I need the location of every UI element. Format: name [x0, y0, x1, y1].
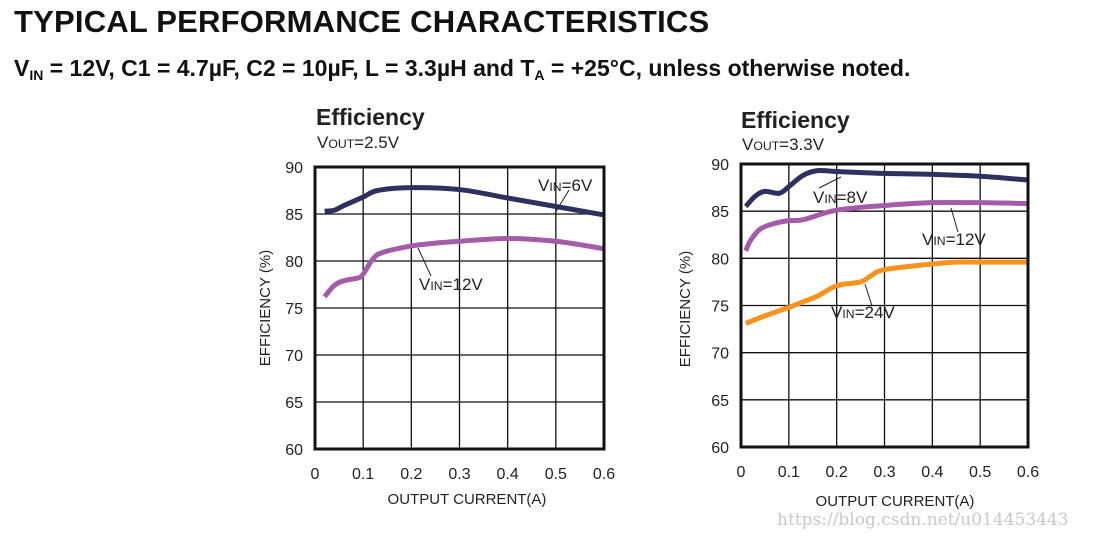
x-tick-label: 0.2: [400, 466, 422, 483]
annotation-leader-line: [818, 176, 842, 189]
y-tick-label: 90: [711, 157, 729, 174]
annotation-label: VIN=6V: [538, 176, 593, 195]
x-tick-label: 0.5: [969, 464, 991, 481]
x-tick-label: 0.3: [448, 466, 470, 483]
series-line-vin-12v: [322, 235, 605, 299]
plot-frame: [313, 165, 606, 451]
y-tick-label: 60: [711, 440, 729, 457]
x-tick-label: 0.1: [352, 466, 374, 483]
x-tick-label: 0.1: [778, 464, 800, 481]
chart-title: Efficiency: [316, 104, 425, 130]
y-tick-label: 60: [285, 442, 303, 459]
x-tick-label: 0.6: [593, 466, 615, 483]
test-conditions: VIN = 12V, C1 = 4.7µF, C2 = 10µF, L = 3.…: [14, 55, 910, 83]
annotation-label: VIN=8V: [813, 188, 868, 207]
series-line-vin-6v: [324, 185, 605, 218]
series-line-vin-24v: [744, 259, 1028, 326]
y-tick-label: 85: [711, 204, 729, 221]
series-line-vin-8v: [743, 167, 1029, 209]
x-axis-label: OUTPUT CURRENT(A): [816, 493, 975, 510]
chart-subtitle: VOUT=3.3V: [742, 135, 825, 154]
annotation-leader-line: [417, 247, 432, 277]
annotation-leader-line: [554, 189, 570, 214]
x-tick-label: 0.3: [873, 464, 895, 481]
page-title: TYPICAL PERFORMANCE CHARACTERISTICS: [14, 4, 710, 39]
chart-subtitle: VOUT=2.5V: [317, 133, 400, 152]
y-axis-label: EFFICIENCY (%): [257, 250, 274, 366]
x-tick-label: 0.5: [545, 466, 567, 483]
vin-subscript: IN: [29, 67, 44, 83]
x-tick-label: 0.2: [826, 464, 848, 481]
y-tick-label: 75: [285, 301, 303, 318]
annotation-label: VIN=24V: [831, 303, 895, 322]
annotation-label: VIN=12V: [922, 230, 986, 249]
y-tick-label: 85: [285, 207, 303, 224]
y-tick-label: 65: [285, 395, 303, 412]
x-axis-label: OUTPUT CURRENT(A): [388, 491, 547, 508]
ta-subscript: A: [534, 67, 545, 83]
y-tick-label: 90: [285, 160, 303, 177]
x-tick-label: 0.6: [1017, 464, 1039, 481]
watermark: https://blog.csdn.net/u014453443: [777, 510, 1069, 530]
chart-title: Efficiency: [741, 107, 850, 133]
x-tick-label: 0: [311, 466, 320, 483]
vin-symbol: V: [14, 55, 30, 81]
y-tick-label: 80: [711, 251, 729, 268]
y-tick-label: 70: [285, 348, 303, 365]
x-tick-label: 0.4: [921, 464, 943, 481]
series-line-vin-12v: [743, 199, 1029, 252]
y-axis-label: EFFICIENCY (%): [677, 251, 694, 367]
annotation-label: VIN=12V: [419, 275, 483, 294]
conditions-text-1: = 12V, C1 = 4.7µF, C2 = 10µF, L = 3.3µH …: [43, 55, 535, 81]
x-tick-label: 0.4: [497, 466, 519, 483]
y-tick-label: 80: [285, 254, 303, 271]
plot-frame: [739, 162, 1030, 449]
x-tick-label: 0: [737, 464, 746, 481]
conditions-text-2: = +25°C, unless otherwise noted.: [544, 55, 911, 81]
y-tick-label: 65: [711, 393, 729, 410]
y-tick-label: 75: [711, 299, 729, 316]
annotation-leader-line: [864, 283, 873, 307]
annotation-leader-line: [950, 207, 959, 233]
y-tick-label: 70: [711, 346, 729, 363]
